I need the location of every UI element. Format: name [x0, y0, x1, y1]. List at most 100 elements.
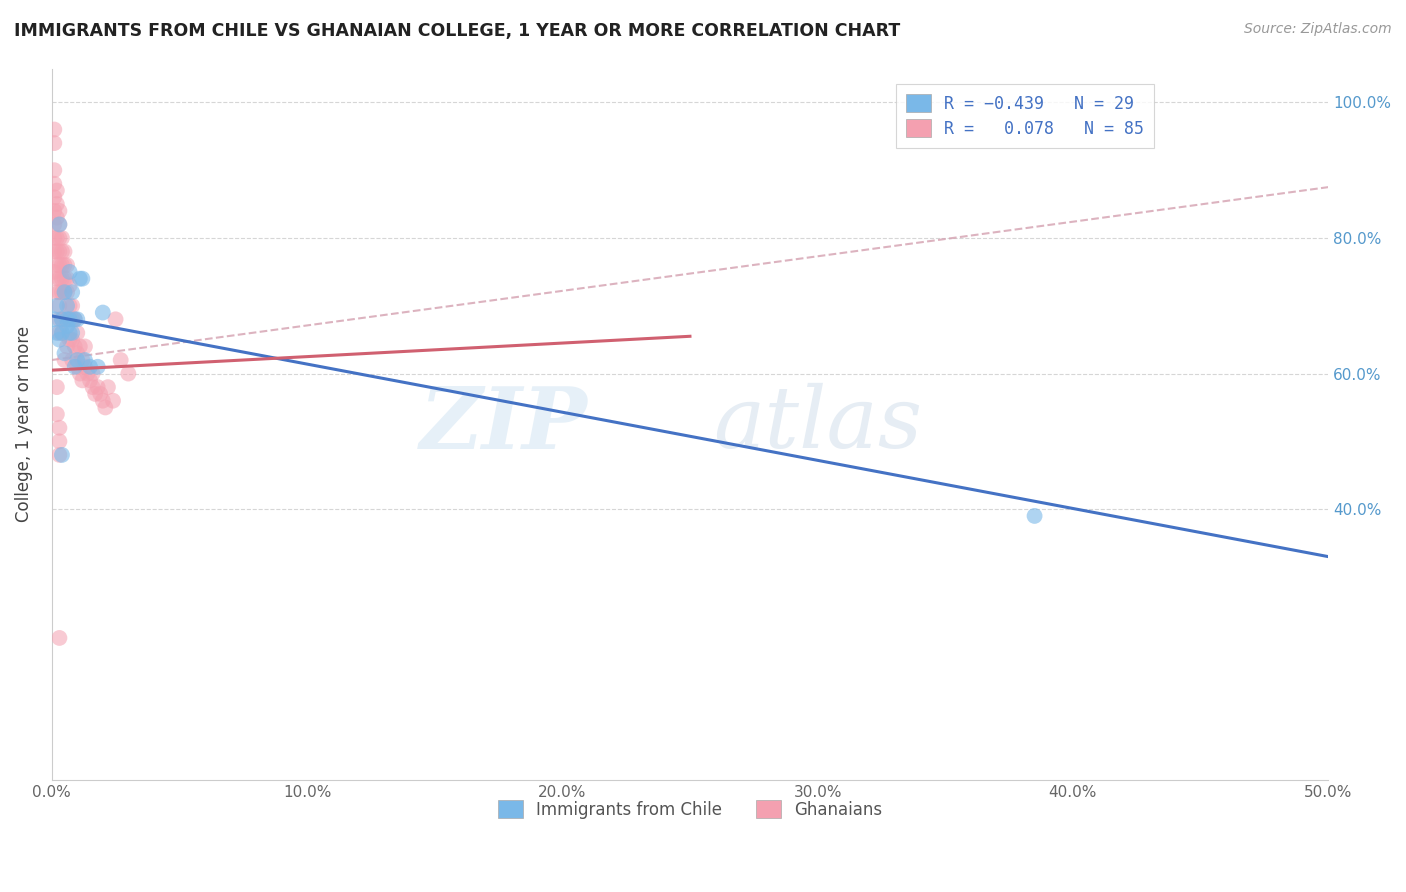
Point [82, 367, 104, 381]
Point [48, 421, 70, 435]
Point [44, 231, 66, 245]
Point [56, 258, 79, 272]
Point [45, 211, 67, 225]
Point [56, 319, 79, 334]
Point [1024, 508, 1046, 523]
Point [60, 333, 83, 347]
Point [45, 326, 67, 340]
Point [45, 407, 67, 421]
Point [59, 326, 82, 340]
Point [69, 339, 91, 353]
Point [59, 333, 82, 347]
Point [59, 312, 82, 326]
Point [53, 244, 76, 259]
Point [91, 393, 114, 408]
Point [60, 353, 83, 368]
Point [44, 177, 66, 191]
Legend: Immigrants from Chile, Ghanaians: Immigrants from Chile, Ghanaians [491, 793, 889, 825]
Point [51, 448, 73, 462]
Point [60, 299, 83, 313]
Point [63, 312, 86, 326]
Point [45, 285, 67, 300]
Point [72, 373, 94, 387]
Point [48, 299, 70, 313]
Point [66, 359, 89, 374]
Text: IMMIGRANTS FROM CHILE VS GHANAIAN COLLEGE, 1 YEAR OR MORE CORRELATION CHART: IMMIGRANTS FROM CHILE VS GHANAIAN COLLEG… [14, 22, 900, 40]
Point [73, 359, 96, 374]
Point [53, 271, 76, 285]
Point [82, 380, 104, 394]
Point [51, 244, 73, 259]
Point [51, 312, 73, 326]
Point [44, 265, 66, 279]
Point [48, 434, 70, 449]
Point [56, 312, 79, 326]
Point [48, 285, 70, 300]
Point [53, 312, 76, 326]
Point [72, 353, 94, 368]
Point [45, 258, 67, 272]
Point [51, 271, 73, 285]
Point [56, 285, 79, 300]
Point [53, 285, 76, 300]
Point [91, 305, 114, 319]
Point [48, 271, 70, 285]
Point [45, 197, 67, 211]
Point [51, 231, 73, 245]
Point [45, 271, 67, 285]
Point [72, 271, 94, 285]
Point [84, 387, 107, 401]
Text: ZIP: ZIP [420, 383, 588, 467]
Point [63, 359, 86, 374]
Point [53, 346, 76, 360]
Point [44, 163, 66, 178]
Point [53, 258, 76, 272]
Point [48, 244, 70, 259]
Point [66, 346, 89, 360]
Point [56, 271, 79, 285]
Point [94, 401, 117, 415]
Point [86, 380, 108, 394]
Point [48, 203, 70, 218]
Point [44, 218, 66, 232]
Point [44, 312, 66, 326]
Point [101, 393, 124, 408]
Point [63, 339, 86, 353]
Point [56, 312, 79, 326]
Point [48, 218, 70, 232]
Point [44, 244, 66, 259]
Point [73, 339, 96, 353]
Point [110, 353, 132, 368]
Point [66, 353, 89, 368]
Point [53, 353, 76, 368]
Point [63, 312, 86, 326]
Point [51, 326, 73, 340]
Point [117, 367, 139, 381]
Point [86, 359, 108, 374]
Point [97, 380, 120, 394]
Point [51, 326, 73, 340]
Point [51, 312, 73, 326]
Point [51, 285, 73, 300]
Point [44, 122, 66, 136]
Point [76, 367, 98, 381]
Point [48, 631, 70, 645]
Point [73, 353, 96, 368]
Point [66, 326, 89, 340]
Y-axis label: College, 1 year or more: College, 1 year or more [15, 326, 32, 523]
Point [60, 326, 83, 340]
Point [104, 312, 127, 326]
Point [48, 218, 70, 232]
Point [48, 448, 70, 462]
Point [56, 299, 79, 313]
Point [48, 326, 70, 340]
Point [51, 258, 73, 272]
Point [53, 285, 76, 300]
Point [44, 190, 66, 204]
Point [44, 136, 66, 150]
Point [59, 265, 82, 279]
Point [48, 258, 70, 272]
Point [45, 244, 67, 259]
Point [79, 359, 101, 374]
Point [59, 312, 82, 326]
